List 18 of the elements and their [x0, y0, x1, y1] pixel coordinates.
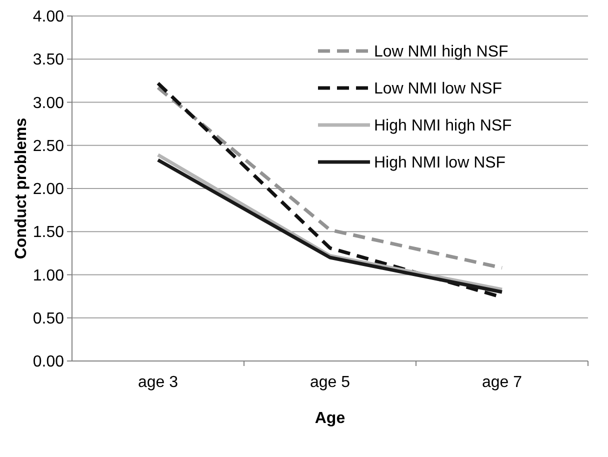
y-tick-label: 3.50 [32, 52, 64, 69]
y-axis-title: Conduct problems [13, 118, 30, 260]
x-tick-label: age 3 [138, 374, 178, 391]
y-tick-label: 2.00 [32, 181, 64, 198]
legend-label: Low NMI low NSF [374, 80, 502, 98]
legend-label: High NMI low NSF [374, 154, 506, 172]
legend-label: High NMI high NSF [374, 118, 512, 135]
x-tick-label: age 5 [310, 374, 350, 391]
y-tick-label: 0.00 [32, 354, 64, 371]
legend-label: Low NMI high NSF [374, 44, 508, 61]
y-tick-label: 1.50 [32, 224, 64, 242]
y-tick-label: 1.00 [32, 267, 64, 284]
x-axis-title: Age [314, 410, 346, 427]
y-tick-label: 0.50 [32, 310, 64, 328]
x-tick-label: age 7 [482, 374, 522, 391]
y-tick-label: 3.00 [32, 94, 64, 112]
y-tick-label: 2.50 [32, 138, 64, 155]
y-tick-label: 4.00 [32, 8, 64, 26]
